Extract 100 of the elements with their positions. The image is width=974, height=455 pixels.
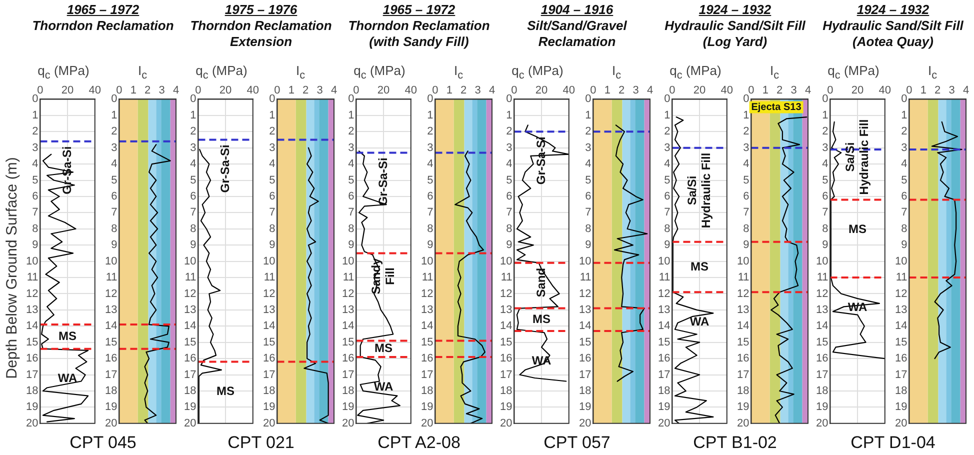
ref-line-label: Gr-Sa-Si <box>534 136 548 185</box>
text: CPT D1-04 <box>850 432 936 454</box>
y-tick-label: 18 <box>816 385 828 398</box>
ref-line-label: MS <box>216 384 235 398</box>
y-tick-label: 11 <box>26 272 38 284</box>
y-tick-label: 16 <box>658 352 670 365</box>
y-tick-label: 14 <box>736 320 750 332</box>
y-tick-label: 6 <box>269 190 276 202</box>
y-tick-label: 17 <box>420 368 434 381</box>
y-tick-label: 19 <box>500 401 512 414</box>
y-tick-label: 10 <box>894 255 908 268</box>
y-tick-label: 8 <box>32 222 38 235</box>
y-tick-label: 18 <box>500 385 512 398</box>
chart-title: 1975 – 1976 <box>224 2 298 18</box>
y-tick-label: 20 <box>500 417 512 430</box>
ref-line-label: Sandy Fill <box>368 258 397 294</box>
y-tick-label: 17 <box>894 368 908 381</box>
y-tick-label: 6 <box>506 190 512 202</box>
y-tick-label: 19 <box>736 401 750 414</box>
x-tick-label: 4 <box>172 84 180 97</box>
y-tick-label: 2 <box>743 126 750 138</box>
y-tick-label: 5 <box>901 174 908 186</box>
y-tick-label: 19 <box>894 401 908 414</box>
x-tick-label: 3 <box>948 84 955 97</box>
y-tick-label: 20 <box>342 417 354 430</box>
y-tick-label: 15 <box>420 336 434 348</box>
x-tick-label: 2 <box>776 84 783 97</box>
y-tick-label: 4 <box>427 158 434 170</box>
y-tick-label: 17 <box>262 368 276 381</box>
y-tick-label: 18 <box>894 385 908 398</box>
y-tick-label: 20 <box>894 417 908 430</box>
y-tick-label: 12 <box>262 288 276 300</box>
x-tick-label: 20 <box>851 84 864 97</box>
x-tick-label: 20 <box>535 84 548 97</box>
x-tick-label: 1 <box>762 84 768 97</box>
x-axis-title: q$_{c}$ (MPa) <box>510 62 564 82</box>
y-tick-label: 11 <box>106 272 118 284</box>
y-tick-label: 3 <box>585 142 592 154</box>
y-tick-label: 15 <box>894 336 908 348</box>
y-tick-label: 1 <box>111 109 118 122</box>
x-axis-title: I$_{c}$ <box>768 62 780 82</box>
y-tick-label: 17 <box>104 368 118 381</box>
y-tick-label: 17 <box>500 368 512 381</box>
y-tick-label: 3 <box>32 142 38 154</box>
x-axis-title: I$_{c}$ <box>136 62 148 82</box>
y-tick-label: 18 <box>26 385 38 398</box>
y-tick-label: 3 <box>427 142 434 154</box>
y-tick-label: 19 <box>816 401 828 414</box>
y-tick-label: 6 <box>585 190 592 202</box>
y-tick-label: 19 <box>658 401 670 414</box>
x-tick-label: 20 <box>377 84 390 97</box>
y-tick-label: 18 <box>342 385 354 398</box>
y-tick-label: 0 <box>506 93 512 106</box>
y-tick-label: 2 <box>585 126 592 138</box>
y-tick-label: 8 <box>111 222 118 235</box>
y-tick-label: 13 <box>104 304 118 316</box>
x-tick-label: 40 <box>404 84 418 97</box>
chart-title: 1965 – 1972 <box>382 2 456 18</box>
y-tick-label: 3 <box>743 142 750 154</box>
y-tick-label: 17 <box>184 368 196 381</box>
y-tick-label: 13 <box>658 304 670 316</box>
y-tick-label: 14 <box>658 320 670 332</box>
y-tick-label: 9 <box>743 239 750 252</box>
y-tick-label: 12 <box>658 288 670 300</box>
y-tick-label: 12 <box>894 288 908 300</box>
y-tick-label: 11 <box>896 272 908 284</box>
y-tick-label: 10 <box>736 255 750 268</box>
y-tick-label: 2 <box>348 126 354 138</box>
x-tick-label: 2 <box>302 84 309 97</box>
y-tick-label: 10 <box>816 255 828 268</box>
y-tick-label: 20 <box>736 417 750 430</box>
y-tick-label: 6 <box>901 190 908 202</box>
y-tick-label: 7 <box>901 206 908 219</box>
y-tick-label: 13 <box>262 304 276 316</box>
x-tick-label: 2 <box>618 84 625 97</box>
y-tick-label: 10 <box>342 255 354 268</box>
y-tick-label: 11 <box>422 272 434 284</box>
x-axis-title: I$_{c}$ <box>926 62 938 82</box>
y-tick-label: 2 <box>664 126 670 138</box>
y-tick-label: 17 <box>26 368 38 381</box>
y-tick-label: 5 <box>32 174 38 186</box>
y-tick-label: 7 <box>190 206 196 219</box>
y-tick-label: 8 <box>190 222 196 235</box>
y-tick-label: 17 <box>816 368 828 381</box>
x-tick-label: 2 <box>144 84 151 97</box>
y-tick-label: 19 <box>26 401 38 414</box>
y-tick-label: 5 <box>743 174 750 186</box>
y-tick-label: 7 <box>111 206 118 219</box>
y-tick-label: 11 <box>342 272 354 284</box>
y-tick-label: 7 <box>822 206 828 219</box>
y-tick-label: 15 <box>26 336 38 348</box>
y-tick-label: 3 <box>901 142 908 154</box>
y-tick-label: 19 <box>342 401 354 414</box>
y-tick-label: 3 <box>348 142 354 154</box>
y-tick-label: 12 <box>816 288 828 300</box>
y-tick-label: 9 <box>111 239 118 252</box>
x-tick-label: 1 <box>604 84 610 97</box>
x-tick-label: 2 <box>460 84 467 97</box>
y-tick-label: 5 <box>269 174 276 186</box>
y-tick-label: 0 <box>348 93 354 106</box>
